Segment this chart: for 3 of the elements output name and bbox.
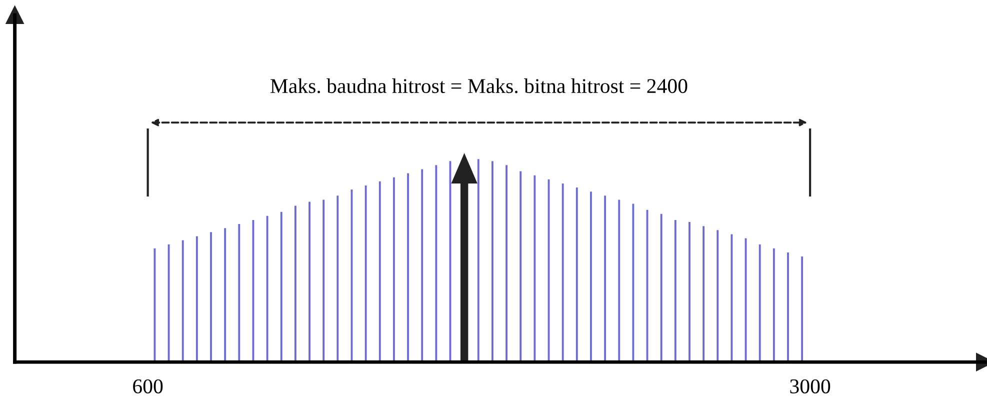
x-tick-label: 3000 [790,379,830,394]
text: Maks. baudna hitrost = Maks. bitna hitrost = 2400 [270,78,688,94]
x-tick-label: 600 [133,379,163,394]
